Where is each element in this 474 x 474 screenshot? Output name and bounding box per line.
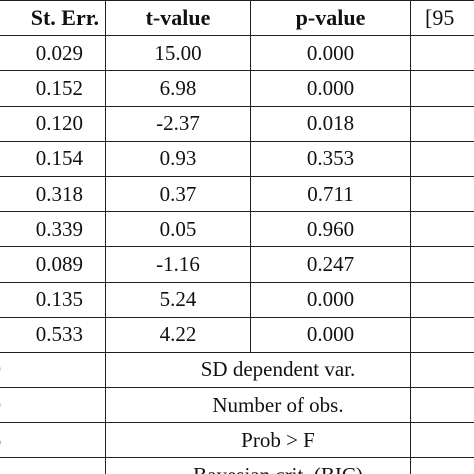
coefficient-rows: 0.029 15.00 0.000 0.152 6.98 0.000 0.120 -2.37 0… <box>0 35 474 353</box>
cell-ci <box>410 281 474 318</box>
cell-p-value: 0.000 <box>250 316 411 353</box>
cell-p-value: 0.000 <box>250 35 411 72</box>
stat-row: 140Number of obs. <box>0 387 474 424</box>
stat-label: Number of obs. <box>105 387 411 424</box>
table-row: 0.152 6.98 0.000 <box>0 70 474 107</box>
cell-t-value: 0.37 <box>105 175 251 213</box>
table-row: 0.029 15.00 0.000 <box>0 35 474 72</box>
cell-st-err: 0.154 <box>0 140 106 177</box>
cell-p-value: 0.353 <box>250 140 411 177</box>
cell-st-err: 0.029 <box>0 35 106 72</box>
table-row: 0.318 0.37 0.711 <box>0 175 474 213</box>
stat-value: 140 <box>0 387 106 424</box>
cell-p-value: 0.018 <box>250 105 411 142</box>
stat-value: .050 <box>0 351 106 389</box>
cell-p-value: 0.960 <box>250 211 411 248</box>
cell-st-err: 0.135 <box>0 281 106 318</box>
table-row: 0.135 5.24 0.000 <box>0 281 474 318</box>
stat-row: 5.436Bayesian crit. (BIC) <box>0 457 474 474</box>
cell-t-value: -2.37 <box>105 105 251 142</box>
stat-extra <box>410 387 474 424</box>
stat-row: .050SD dependent var. <box>0 351 474 389</box>
stat-label: Prob > F <box>105 422 411 459</box>
header-ci: [95 <box>410 0 474 37</box>
cell-st-err: 0.339 <box>0 211 106 248</box>
cell-t-value: -1.16 <box>105 246 251 283</box>
cell-t-value: 4.22 <box>105 316 251 353</box>
table-row: 0.154 0.93 0.353 <box>0 140 474 177</box>
cell-p-value: 0.000 <box>250 70 411 107</box>
cell-p-value: 0.247 <box>250 246 411 283</box>
stat-row: .836Prob > F <box>0 422 474 459</box>
cell-st-err: 0.089 <box>0 246 106 283</box>
cell-p-value: 0.711 <box>250 175 411 213</box>
cell-t-value: 5.24 <box>105 281 251 318</box>
table-row: 0.339 0.05 0.960 <box>0 211 474 248</box>
cell-ci <box>410 35 474 72</box>
stat-extra <box>410 351 474 389</box>
cell-p-value: 0.000 <box>250 281 411 318</box>
header-st-err: St. Err. <box>0 0 106 37</box>
table-row: 0.120 -2.37 0.018 <box>0 105 474 142</box>
header-row: St. Err. t-value p-value [95 <box>0 0 474 37</box>
cell-ci <box>410 175 474 213</box>
cell-ci <box>410 70 474 107</box>
cell-ci <box>410 105 474 142</box>
stat-value: 5.436 <box>0 457 106 474</box>
cell-ci <box>410 316 474 353</box>
header-t-value: t-value <box>105 0 251 37</box>
cell-ci <box>410 246 474 283</box>
cell-st-err: 0.318 <box>0 175 106 213</box>
cell-ci <box>410 140 474 177</box>
cell-t-value: 6.98 <box>105 70 251 107</box>
stat-extra <box>410 422 474 459</box>
table-row: 0.533 4.22 0.000 <box>0 316 474 353</box>
model-stats-rows: .050SD dependent var.140Number of obs..8… <box>0 351 474 474</box>
stat-label: SD dependent var. <box>105 351 411 389</box>
stat-extra <box>410 457 474 474</box>
cell-st-err: 0.152 <box>0 70 106 107</box>
header-p-value: p-value <box>250 0 411 37</box>
cell-t-value: 0.05 <box>105 211 251 248</box>
cell-ci <box>410 211 474 248</box>
stat-value: .836 <box>0 422 106 459</box>
stat-label: Bayesian crit. (BIC) <box>105 457 411 474</box>
cell-t-value: 15.00 <box>105 35 251 72</box>
cell-t-value: 0.93 <box>105 140 251 177</box>
cell-st-err: 0.533 <box>0 316 106 353</box>
cell-st-err: 0.120 <box>0 105 106 142</box>
table-row: 0.089 -1.16 0.247 <box>0 246 474 283</box>
